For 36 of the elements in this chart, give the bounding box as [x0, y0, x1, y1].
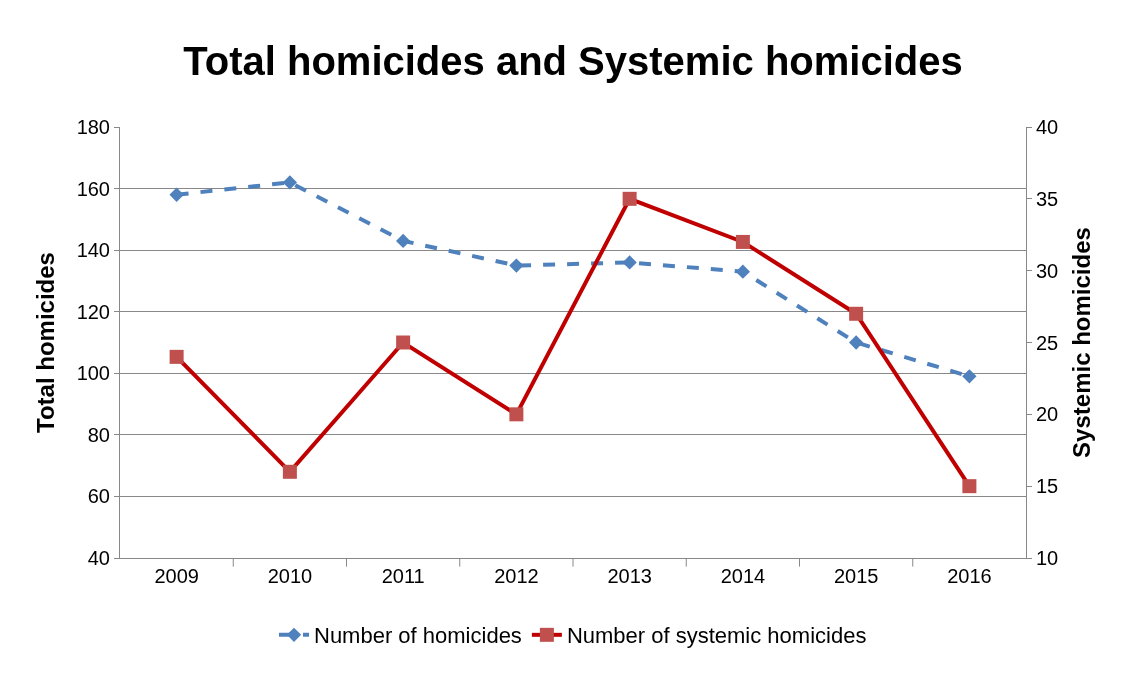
x-tick-label: 2010: [267, 565, 313, 587]
point: [848, 335, 864, 350]
y-tick-label: 80: [87, 423, 110, 446]
legend-label: Number of homicides: [314, 623, 522, 649]
x-tick-label: 2012: [494, 565, 539, 587]
y-tick-label: 120: [76, 300, 110, 323]
point: [622, 255, 637, 270]
y2-tick-label: 40: [1036, 116, 1059, 138]
x-tick-label: 2013: [607, 565, 652, 587]
y-tick-label: 140: [76, 239, 110, 262]
x-tick-label: 2016: [947, 565, 992, 587]
point: [962, 369, 977, 384]
y-tick-label: 160: [76, 177, 110, 200]
legend-label: Number of systemic homicides: [566, 623, 867, 649]
y2-tick-label: 30: [1036, 259, 1059, 282]
y2-tick-label: 15: [1036, 475, 1059, 498]
y2-tick-label: 20: [1036, 403, 1059, 426]
y2-tick-label: 10: [1036, 547, 1059, 569]
y2-axis-title: Systemic homicides: [1067, 227, 1095, 458]
point: [169, 187, 184, 202]
y-tick-label: 100: [76, 362, 110, 385]
chart-title: Total homicides and Systemic homicides: [183, 39, 963, 84]
point: [735, 264, 751, 279]
point: [282, 175, 298, 190]
y-axis-title: Total homicides: [31, 252, 59, 433]
y2-tick-label: 35: [1036, 187, 1059, 210]
y-tick-label: 40: [87, 547, 110, 569]
point: [395, 233, 411, 249]
x-tick-label: 2011: [381, 565, 425, 587]
x-tick-label: 2015: [833, 565, 879, 587]
x-tick-label: 2014: [720, 565, 766, 587]
x-tick-label: 2009: [154, 565, 199, 587]
y-tick-label: 180: [76, 116, 110, 138]
y2-tick-label: 25: [1036, 331, 1059, 354]
y-tick-label: 60: [87, 485, 110, 508]
point: [509, 258, 524, 273]
